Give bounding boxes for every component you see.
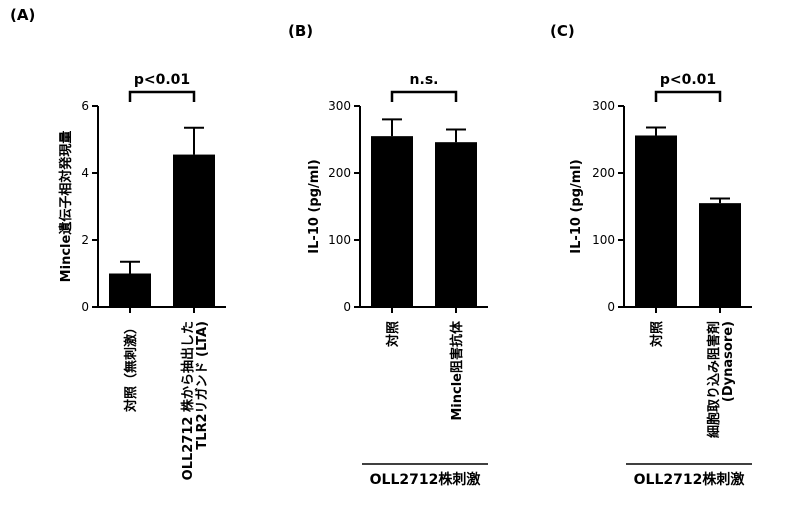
x-tick-label: OLL2712 株から抽出した — [180, 321, 196, 480]
y-tick-label: 6 — [81, 99, 89, 113]
bar — [435, 142, 477, 307]
y-tick-label: 0 — [607, 300, 615, 314]
x-tick-label: 対照 — [385, 321, 401, 348]
x-tick-label: 対照 — [649, 321, 665, 348]
chart-panel-2: (B) 0 100 200 300 IL-10 (pg/ml) 対照 Mincle阻害抗体 n.… — [288, 22, 488, 488]
bar — [635, 135, 677, 307]
y-tick-label: 0 — [343, 300, 351, 314]
x-tick-label: 細胞取り込み阻害剤 — [706, 321, 722, 438]
panel-label: (C) — [550, 22, 575, 40]
y-axis-label: IL-10 (pg/ml) — [307, 159, 322, 253]
significance-bracket — [390, 90, 458, 102]
y-tick-label: 100 — [592, 233, 615, 247]
significance-bracket — [654, 90, 722, 102]
significance-label: p<0.01 — [660, 72, 716, 88]
y-tick-label: 300 — [328, 99, 351, 113]
group-label: OLL2712株刺激 — [370, 471, 481, 488]
y-tick-label: 200 — [328, 166, 351, 180]
significance-label: p<0.01 — [134, 72, 190, 88]
group-label: OLL2712株刺激 — [634, 471, 745, 488]
y-axis-label: IL-10 (pg/ml) — [569, 159, 584, 253]
x-tick-label: Mincle阻害抗体 — [449, 320, 465, 421]
y-tick-label: 2 — [81, 233, 89, 247]
x-tick-label: 対照（無刺激） — [123, 321, 139, 413]
bar — [699, 203, 741, 307]
significance-bracket — [128, 90, 196, 102]
y-tick-label: 4 — [81, 166, 89, 180]
bar — [109, 273, 151, 307]
panel-label: (B) — [288, 22, 313, 40]
x-tick-label: TLR2リガンド (LTA) — [195, 321, 210, 450]
x-tick-label: (Dynasore) — [721, 321, 736, 402]
y-axis-label: Mincle遺伝子相対発現量 — [58, 131, 74, 283]
panel-label: (A) — [10, 6, 35, 24]
bar — [371, 136, 413, 307]
y-tick-label: 200 — [592, 166, 615, 180]
chart-panel-3: (C) 0 100 200 300 IL-10 (pg/ml) 対照 細胞取り込み阻害剤 (Dy… — [550, 22, 752, 488]
y-tick-label: 100 — [328, 233, 351, 247]
significance-label: n.s. — [410, 72, 439, 88]
y-tick-label: 0 — [81, 300, 89, 314]
bar — [173, 154, 215, 307]
y-tick-label: 300 — [592, 99, 615, 113]
